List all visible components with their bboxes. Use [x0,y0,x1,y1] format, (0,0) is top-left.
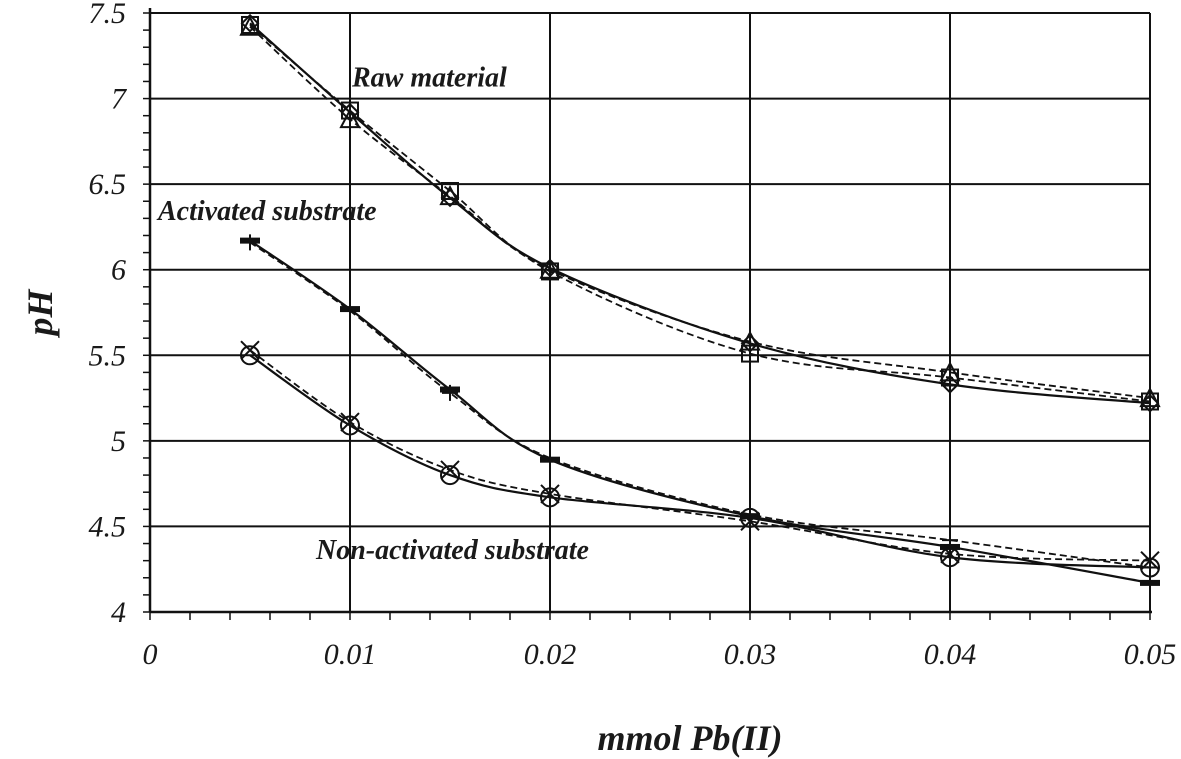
x-marker [940,544,960,564]
square-marker [741,344,759,363]
x-marker [740,511,760,532]
triangle-marker [539,258,561,279]
series-line [249,26,1151,399]
x-tick-label: 0 [143,638,158,671]
square-marker [1141,392,1159,411]
y-tick-label: 5 [111,425,126,458]
triangle-marker [939,361,961,382]
plus-marker [442,384,458,401]
diamond-marker [340,102,360,122]
x-marker [240,340,260,360]
square-marker [541,262,559,281]
y-tick-label: 6 [111,254,126,287]
plus-marker [242,234,258,251]
series-line [249,239,1151,584]
series-line [249,349,1151,562]
series-markers [239,13,1161,586]
circle-marker [540,487,560,508]
diamond-marker [540,258,560,278]
x-tick-label: 0.04 [924,638,977,671]
plus-marker [1142,559,1158,576]
series-annotation: Non-activated substrate [315,535,589,566]
circle-marker [1140,557,1160,578]
circle-marker [940,547,960,568]
y-tick-label: 7.5 [89,0,127,30]
x-axis-title: mmol Pb(II) [598,718,783,758]
y-tick-label: 7 [111,83,128,116]
triangle-marker [739,330,761,351]
y-axis-title: pH [20,289,60,339]
plus-marker [542,449,558,466]
x-tick-label: 0.02 [524,638,577,671]
dash-marker [1140,579,1160,586]
y-tick-label: 6.5 [89,168,127,201]
series-annotation: Raw material [351,63,507,94]
axes [143,8,1152,620]
annotations: Raw material Activated substrate Non-activ… [156,63,589,566]
x-tick-label: 0.03 [724,638,777,671]
square-marker [341,101,359,120]
triangle-marker [439,184,461,206]
triangle-marker [1139,386,1161,408]
x-marker [340,412,360,432]
diamond-marker [940,374,960,394]
plus-marker [342,302,358,319]
y-tick-label: 4 [111,596,126,629]
triangle-marker [239,15,261,36]
x-marker [1140,550,1160,571]
series-line [249,241,1151,569]
x-marker [440,460,460,480]
grid-lines [150,12,1151,612]
series-annotation: Activated substrate [156,196,377,227]
square-marker [441,181,459,200]
circle-marker [440,465,460,486]
y-tick-label: 5.5 [89,339,127,372]
x-tick-label: 0.05 [1124,638,1177,671]
diamond-marker [240,13,260,33]
x-marker [540,484,560,504]
series-line [249,354,1151,569]
y-tick-label: 4.5 [89,510,127,543]
circle-marker [340,415,360,436]
circle-marker [740,507,760,528]
plus-marker [942,532,958,549]
triangle-marker [339,107,361,129]
tick-labels: 4 4.5 5 5.5 6 6.5 7 7.5 0 0.01 0.02 0.03 0.04 0.05 [89,0,1177,671]
x-tick-label: 0.01 [324,638,377,671]
circle-marker [240,345,260,366]
series-lines [249,22,1151,584]
